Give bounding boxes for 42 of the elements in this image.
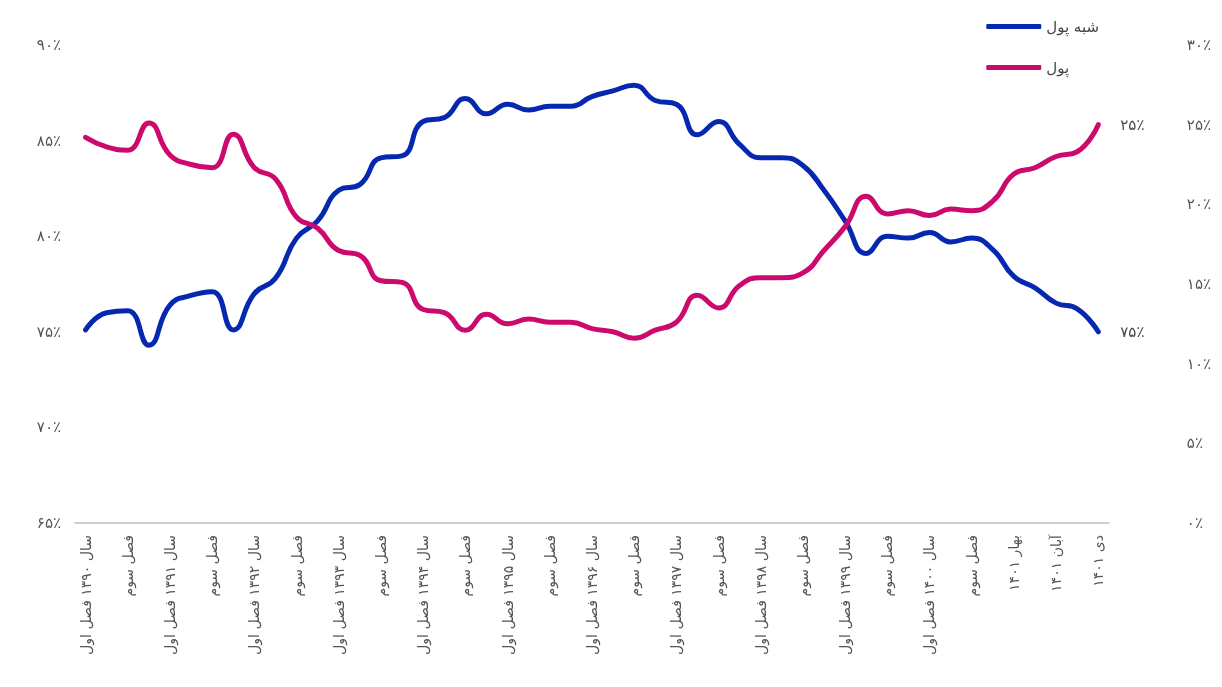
x-tick-label: سال ۱۳۹۸ فصل اول [752, 535, 770, 655]
x-tick-label: دی ۱۴۰۱ [1090, 535, 1107, 587]
y-tick-label: ۷۰٪ [36, 418, 61, 437]
x-tick-label: فصل سوم [541, 535, 559, 597]
data-label: ۷۵٪ [1120, 322, 1145, 341]
x-tick-label: سال ۱۳۹۳ فصل اول [330, 535, 348, 655]
x-tick-label: سال ۱۳۹۶ فصل اول [583, 535, 601, 655]
x-tick-label: فصل سوم [963, 535, 981, 597]
y2-tick-label: ۵٪ [1186, 434, 1203, 453]
x-tick-label: فصل سوم [879, 535, 897, 597]
x-tick-label: بهار ۱۴۰۱ [1005, 535, 1023, 591]
x-tick-label: سال ۱۳۹۷ فصل اول [668, 535, 686, 655]
x-tick-label: فصل سوم [119, 535, 137, 597]
x-tick-label: فصل سوم [457, 535, 475, 597]
legend-label: شبه پول [1046, 17, 1100, 37]
x-tick-label: فصل سوم [372, 535, 390, 597]
legend-label: پول [1046, 58, 1070, 78]
x-tick-label: سال ۱۳۹۴ فصل اول [415, 535, 433, 655]
y-tick-label: ۷۵٪ [36, 322, 61, 341]
x-tick-label: فصل سوم [794, 535, 812, 597]
x-tick-label: سال ۱۳۹۱ فصل اول [161, 535, 179, 655]
y2-tick-label: ۲۰٪ [1186, 195, 1211, 214]
x-tick-label: سال ۱۳۹۲ فصل اول [246, 535, 264, 655]
x-tick-label: فصل سوم [626, 535, 644, 597]
x-tick-label: سال ۱۳۹۰ فصل اول [77, 535, 95, 655]
x-tick-label: فصل سوم [710, 535, 728, 597]
y2-tick-label: ۰٪ [1186, 514, 1203, 532]
y2-tick-label: ۱۵٪ [1186, 275, 1211, 293]
y-tick-label: ۹۰٪ [36, 36, 61, 54]
y-tick-label: ۸۰٪ [36, 227, 61, 246]
y-tick-label: ۶۵٪ [36, 514, 61, 532]
x-tick-label: فصل سوم [204, 535, 222, 597]
x-tick-label: فصل سوم [288, 535, 306, 597]
data-label: ۲۵٪ [1120, 115, 1145, 134]
x-tick-label: سال ۱۳۹۹ فصل اول [837, 535, 855, 655]
x-tick-label: آبان ۱۴۰۱ [1048, 533, 1065, 592]
y-tick-label: ۸۵٪ [36, 131, 61, 150]
y2-tick-label: ۳۰٪ [1186, 36, 1211, 54]
y2-tick-label: ۲۵٪ [1186, 115, 1211, 134]
y2-tick-label: ۱۰٪ [1186, 354, 1211, 373]
x-tick-label: سال ۱۴۰۰ فصل اول [921, 535, 939, 655]
x-tick-label: سال ۱۳۹۵ فصل اول [499, 535, 517, 655]
